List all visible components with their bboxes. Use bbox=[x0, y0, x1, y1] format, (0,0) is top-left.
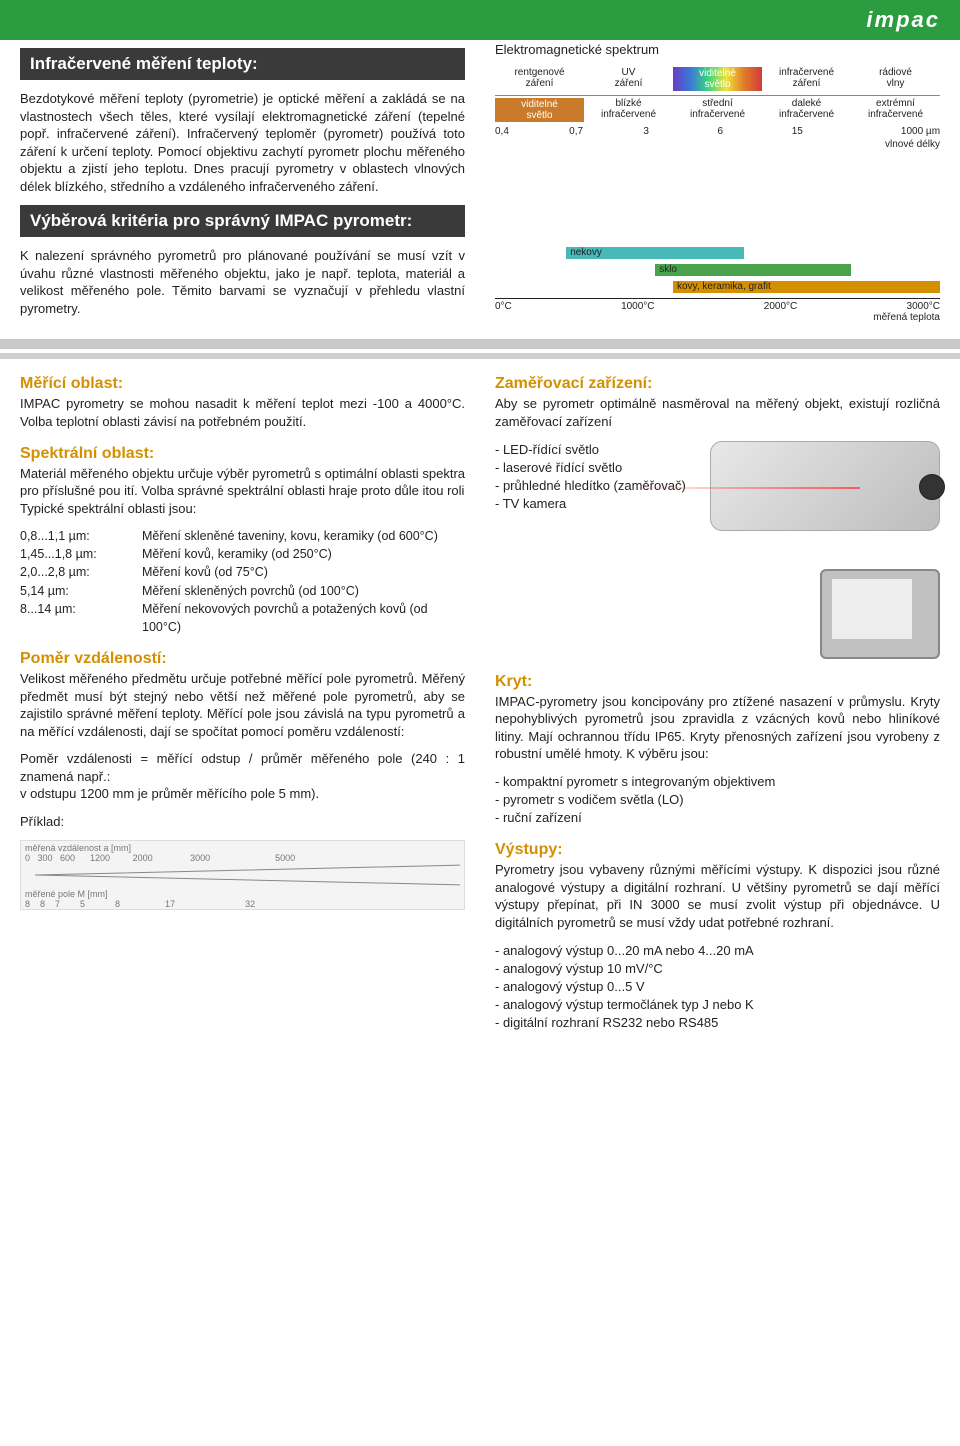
spectrum-title: Elektromagnetické spektrum bbox=[495, 42, 940, 57]
list-item: analogový výstup 10 mV/°C bbox=[495, 960, 940, 978]
list-item: analogový výstup 0...20 mA nebo 4...20 m… bbox=[495, 942, 940, 960]
mat-axis-label: měřená teplota bbox=[495, 312, 940, 323]
spectrum-diagram: rentgenové záření UV záření viditelné sv… bbox=[495, 67, 940, 150]
mat-axis-0: 0°C bbox=[495, 301, 512, 312]
laser-line-icon bbox=[620, 487, 860, 489]
diag-top-vals: 0 300 600 1200 2000 3000 5000 bbox=[25, 853, 460, 863]
scale-4: 15 bbox=[792, 126, 866, 137]
material-bar: sklo bbox=[655, 264, 851, 276]
spectral-desc: Měření kovů (od 75°C) bbox=[142, 563, 465, 581]
outputs-head: Výstupy: bbox=[495, 841, 940, 859]
outputs-body: Pyrometry jsou vybaveny různými měřícími… bbox=[495, 861, 940, 931]
spectral-range: 1,45...1,8 µm: bbox=[20, 545, 130, 563]
spec-top-0: rentgenové záření bbox=[495, 67, 584, 91]
measure-body: IMPAC pyrometry se mohou nasadit k měřen… bbox=[20, 395, 465, 430]
spec-bot-1: blízké infračervené bbox=[584, 98, 673, 122]
scale-1: 0,7 bbox=[569, 126, 643, 137]
distance-diagram: měřená vzdálenost a [mm] 0 300 600 1200 … bbox=[20, 840, 465, 910]
ratio-body1: Velikost měřeného předmětu určuje potřeb… bbox=[20, 670, 465, 740]
selection-title: Výběrová kritéria pro správný IMPAC pyro… bbox=[20, 205, 465, 237]
pyrometer-image bbox=[710, 441, 940, 531]
wave-label: vlnové délky bbox=[495, 139, 940, 150]
spec-bot-0: viditelné světlo bbox=[495, 98, 584, 122]
material-bar: nekovy bbox=[566, 247, 744, 259]
list-item: analogový výstup 0...5 V bbox=[495, 978, 940, 996]
scale-0: 0,4 bbox=[495, 126, 569, 137]
spec-bot-4: extrémní infračervené bbox=[851, 98, 940, 122]
spec-top-4: rádiové vlny bbox=[851, 67, 940, 91]
diag-bot-vals: 8 8 7 5 8 17 32 bbox=[25, 899, 460, 909]
spectral-body: Materiál měřeného objektu určuje výběr p… bbox=[20, 465, 465, 518]
spectral-desc: Měření kovů, keramiky (od 250°C) bbox=[142, 545, 465, 563]
aim-body: Aby se pyrometr optimálně nasměroval na … bbox=[495, 395, 940, 430]
spectral-desc: Měření skleněné taveniny, kovu, keramiky… bbox=[142, 527, 465, 545]
list-item: ruční zařízení bbox=[495, 809, 940, 827]
spectral-head: Spektrální oblast: bbox=[20, 445, 465, 463]
measure-head: Měřící oblast: bbox=[20, 375, 465, 393]
spec-bot-3: daleké infračervené bbox=[762, 98, 851, 122]
spec-bot-2: střední infračervené bbox=[673, 98, 762, 122]
materials-chart: nekovy sklo kovy, keramika, grafit 0°C 100… bbox=[495, 247, 940, 323]
spectral-desc: Měření skleněných povrchů (od 100°C) bbox=[142, 582, 465, 600]
outputs-list: analogový výstup 0...20 mA nebo 4...20 m… bbox=[495, 942, 940, 1033]
diag-top-lbl: měřená vzdálenost a [mm] bbox=[25, 843, 460, 853]
cover-body: IMPAC-pyrometry jsou koncipovány pro ztí… bbox=[495, 693, 940, 763]
mat-axis-3: 3000°C bbox=[907, 301, 940, 312]
ratio-head: Poměr vzdáleností: bbox=[20, 650, 465, 668]
list-item: pyrometr s vodičem světla (LO) bbox=[495, 791, 940, 809]
cone-icon bbox=[25, 863, 460, 887]
ratio-body2: Poměr vzdálenosti = měřící odstup / prům… bbox=[20, 750, 465, 803]
list-item: digitální rozhraní RS232 nebo RS485 bbox=[495, 1014, 940, 1032]
divider-1 bbox=[0, 339, 960, 349]
scale-3: 6 bbox=[718, 126, 792, 137]
intro-body: Bezdotykové měření teploty (pyrometrie) … bbox=[20, 90, 465, 195]
mat-axis-1: 1000°C bbox=[621, 301, 654, 312]
mat-axis-2: 2000°C bbox=[764, 301, 797, 312]
ratio-example: Příklad: bbox=[20, 813, 465, 831]
spectral-table: 0,8...1,1 µm:1,45...1,8 µm:2,0...2,8 µm:… bbox=[20, 527, 465, 636]
spectral-desc: Měření nekovových povrchů a potažených k… bbox=[142, 600, 465, 636]
scale-5: 1000 µm bbox=[866, 126, 940, 137]
cover-list: kompaktní pyrometr s integrovaným objekt… bbox=[495, 773, 940, 828]
logo: impac bbox=[866, 7, 940, 33]
list-item: kompaktní pyrometr s integrovaným objekt… bbox=[495, 773, 940, 791]
spectral-range: 0,8...1,1 µm: bbox=[20, 527, 130, 545]
spec-top-1: UV záření bbox=[584, 67, 673, 91]
tv-image bbox=[820, 569, 940, 659]
spectral-range: 5,14 µm: bbox=[20, 582, 130, 600]
header-bar: impac bbox=[0, 0, 960, 40]
spec-top-2: viditelné světlo bbox=[673, 67, 762, 91]
material-bar: kovy, keramika, grafit bbox=[673, 281, 940, 293]
criteria-body: K nalezení správného pyrometrů pro pláno… bbox=[20, 247, 465, 317]
cover-head: Kryt: bbox=[495, 673, 940, 691]
scale-2: 3 bbox=[643, 126, 717, 137]
spectral-range: 2,0...2,8 µm: bbox=[20, 563, 130, 581]
intro-title: Infračervené měření teploty: bbox=[20, 48, 465, 80]
list-item: analogový výstup termočlánek typ J nebo … bbox=[495, 996, 940, 1014]
diag-bot-lbl: měřené pole M [mm] bbox=[25, 889, 460, 899]
aim-head: Zaměřovací zařízení: bbox=[495, 375, 940, 393]
spec-top-3: infračervené záření bbox=[762, 67, 851, 91]
spectral-range: 8...14 µm: bbox=[20, 600, 130, 618]
